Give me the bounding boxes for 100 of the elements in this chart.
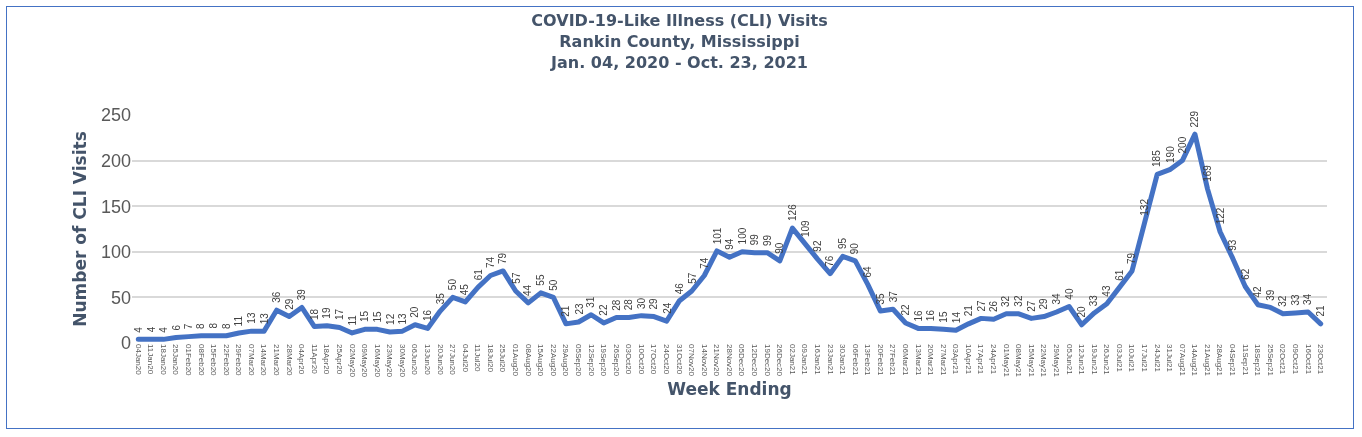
x-tick-label: 16May20 <box>372 344 382 378</box>
data-label: 76 <box>824 255 836 267</box>
y-tick-label: 200 <box>100 150 131 171</box>
data-label: 169 <box>1202 164 1214 182</box>
data-label: 44 <box>522 284 534 297</box>
x-tick-label: 12Dec20 <box>750 344 760 377</box>
x-tick-label: 03Jul21 <box>1114 344 1124 373</box>
data-label: 13 <box>397 313 409 325</box>
data-label: 8 <box>220 323 232 330</box>
x-tick-label: 03Apr21 <box>951 344 961 375</box>
x-tick-label: 06Jun20 <box>410 344 420 376</box>
x-tick-label: 04Jul20 <box>460 344 470 373</box>
data-label: 74 <box>698 257 710 269</box>
x-tick-label: 08Aug20 <box>523 344 533 377</box>
x-tick-label: 30Jan21 <box>838 344 848 376</box>
data-label: 42 <box>1252 285 1264 298</box>
x-tick-label: 14Mar20 <box>259 344 269 377</box>
data-label: 43 <box>1101 285 1113 297</box>
x-tick-label: 10Oct20 <box>636 344 646 375</box>
y-tick-label: 50 <box>110 287 131 308</box>
data-label: 95 <box>837 237 849 250</box>
data-label: 35 <box>435 292 447 305</box>
x-tick-label: 17Apr21 <box>976 344 986 375</box>
x-tick-label: 25Jan20 <box>171 344 181 376</box>
data-label: 28 <box>610 299 622 311</box>
data-label: 45 <box>459 283 471 296</box>
x-tick-label: 27Jun20 <box>448 344 458 376</box>
data-label: 8 <box>208 322 220 329</box>
data-label: 4 <box>132 326 144 333</box>
data-label: 8 <box>195 322 207 329</box>
data-label: 21 <box>560 305 572 317</box>
x-tick-label: 08May21 <box>1014 344 1024 378</box>
x-tick-label: 11Jul20 <box>473 344 483 372</box>
x-tick-label: 02Jan21 <box>787 344 797 376</box>
x-tick-label: 13Mar21 <box>913 344 923 377</box>
x-tick-label: 19Sep20 <box>599 344 609 377</box>
x-tick-label: 05Sep20 <box>573 344 583 377</box>
data-label: 6 <box>170 324 182 331</box>
data-label: 16 <box>912 310 924 322</box>
x-tick-label: 01Aug20 <box>511 344 521 377</box>
data-label: 21 <box>1314 305 1326 317</box>
data-label: 36 <box>271 291 283 303</box>
x-tick-label: 06Mar21 <box>901 344 911 377</box>
x-tick-label: 20Mar21 <box>926 344 936 377</box>
y-tick-label: 100 <box>100 242 131 263</box>
x-tick-label: 04Sep21 <box>1228 344 1238 377</box>
data-label: 15 <box>359 310 371 323</box>
data-label: 74 <box>484 256 496 269</box>
data-label: 13 <box>258 312 270 325</box>
x-tick-label: 11Apr20 <box>309 344 319 375</box>
data-label: 13 <box>246 312 258 324</box>
data-label: 39 <box>296 288 308 301</box>
data-label: 27 <box>1026 300 1038 312</box>
x-tick-label: 05Dec20 <box>737 344 747 377</box>
data-label: 100 <box>736 227 748 245</box>
x-tick-label: 28Aug21 <box>1215 344 1225 377</box>
data-label: 22 <box>899 303 911 316</box>
y-tick-label: 0 <box>120 333 131 354</box>
data-label: 11 <box>233 315 245 327</box>
x-tick-label: 13Feb21 <box>863 344 873 377</box>
data-label: 7 <box>182 323 194 330</box>
x-tick-label: 24Oct20 <box>662 344 672 375</box>
data-label: 12 <box>384 313 396 325</box>
data-label: 93 <box>1227 239 1239 251</box>
x-tick-label: 14Nov20 <box>699 344 709 377</box>
data-label: 26 <box>988 300 1000 312</box>
x-tick-label: 26Sep20 <box>611 344 621 377</box>
x-tick-label: 23May20 <box>385 344 395 378</box>
data-label: 32 <box>1277 295 1289 307</box>
y-tick-label: 250 <box>100 105 131 126</box>
data-label: 101 <box>711 227 723 245</box>
data-label: 34 <box>1302 293 1314 306</box>
data-label: 33 <box>1088 294 1100 307</box>
data-label: 15 <box>371 311 383 323</box>
data-label: 19 <box>321 307 333 319</box>
x-tick-label: 25Apr20 <box>334 344 344 375</box>
y-axis-title: Number of CLI Visits <box>69 131 90 327</box>
data-label: 122 <box>1214 207 1226 225</box>
data-label: 20 <box>1075 305 1087 318</box>
data-label: 46 <box>674 282 686 295</box>
data-label: 79 <box>1126 252 1138 264</box>
x-tick-label: 18Sep21 <box>1253 344 1263 377</box>
x-tick-label: 09May20 <box>360 344 370 378</box>
x-axis-title: Week Ending <box>667 378 792 399</box>
data-label: 55 <box>534 274 546 286</box>
data-label: 62 <box>1239 268 1251 280</box>
x-tick-label: 21Aug21 <box>1202 344 1212 377</box>
x-tick-label: 18Jan20 <box>158 344 168 376</box>
data-label: 61 <box>472 268 484 281</box>
data-label: 39 <box>1264 289 1276 301</box>
x-tick-label: 12Jun21 <box>1077 344 1087 376</box>
data-label: 29 <box>283 298 295 310</box>
data-label: 99 <box>748 233 760 246</box>
data-label: 29 <box>648 298 660 310</box>
data-label: 200 <box>1177 136 1189 154</box>
data-label: 16 <box>925 309 937 322</box>
data-label: 4 <box>145 326 157 333</box>
x-tick-label: 28Mar20 <box>284 344 294 377</box>
data-label: 99 <box>761 234 773 246</box>
data-label: 34 <box>1050 292 1062 305</box>
